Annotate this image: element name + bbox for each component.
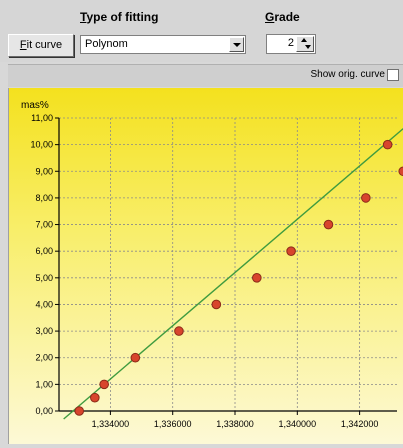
- show-orig-curve-checkbox[interactable]: [387, 69, 399, 81]
- fitting-type-select[interactable]: Polynom: [80, 35, 246, 54]
- fit-curve-button[interactable]: Fit curve: [8, 34, 74, 57]
- fit-curve-line: [63, 128, 403, 420]
- data-point: [99, 379, 109, 390]
- data-point: [90, 392, 100, 403]
- y-tick-label: 9,00: [35, 166, 53, 176]
- y-tick-label: 4,00: [35, 299, 53, 309]
- y-tick-label: 0,00: [35, 406, 53, 416]
- data-point: [74, 406, 85, 416]
- data-point: [382, 139, 393, 150]
- grade-stepper[interactable]: 2: [266, 34, 316, 54]
- chart-options-bar: Show orig. curve: [8, 64, 403, 87]
- y-tick-label: 6,00: [35, 246, 53, 256]
- grade-value: 2: [287, 37, 294, 49]
- y-tick-label: 3,00: [35, 326, 53, 336]
- fit-curve-label: it curve: [26, 39, 63, 51]
- fitting-toolbar: Type of fitting Grade Fit curve Polynom …: [0, 0, 403, 62]
- y-axis-label: mas%: [21, 100, 49, 111]
- y-tick-label: 7,00: [35, 220, 53, 230]
- data-point: [252, 273, 262, 283]
- y-tick-label: 10,00: [30, 140, 53, 150]
- x-tick-label: 1,336000: [154, 419, 192, 429]
- x-tick-label: 1,334000: [92, 419, 130, 429]
- y-tick-label: 2,00: [35, 353, 53, 363]
- y-tick-label: 11,00: [31, 113, 53, 123]
- data-point: [398, 166, 403, 177]
- grade-label: Grade: [265, 10, 300, 24]
- data-point: [174, 326, 184, 336]
- data-point: [361, 193, 371, 203]
- x-tick-label: 1,342000: [341, 419, 379, 429]
- type-of-fitting-label: Type of fitting: [80, 10, 158, 24]
- data-point: [211, 299, 222, 310]
- data-point: [286, 246, 296, 256]
- fitting-type-value: Polynom: [85, 38, 128, 50]
- calibration-chart: mas% 0,00 1,00 2,00 3,00 4,00 5,00 6,00 7,00 8,00…: [21, 100, 403, 429]
- y-tick-label: 5,00: [35, 273, 53, 283]
- y-tick-label: 1,00: [35, 379, 53, 389]
- grade-mnemonic: G: [265, 10, 275, 24]
- spin-arrows-icon[interactable]: [296, 36, 314, 52]
- chevron-down-icon[interactable]: [229, 37, 244, 52]
- type-of-fitting-label-text: ype of fitting: [86, 10, 159, 24]
- data-point: [323, 219, 334, 230]
- grade-label-text: rade: [274, 10, 300, 24]
- fit-curve-mnemonic: F: [19, 39, 27, 51]
- show-orig-curve-label: Show orig. curve: [310, 69, 385, 80]
- x-tick-label: 1,338000: [216, 419, 254, 429]
- data-point: [130, 352, 141, 363]
- chart-panel: mas% 0,00 1,00 2,00 3,00 4,00 5,00 6,00 7,00 8,00…: [8, 88, 403, 444]
- x-tick-label: 1,340000: [279, 419, 317, 429]
- type-of-fitting-mnemonic: T: [80, 10, 87, 24]
- y-tick-label: 8,00: [35, 193, 53, 203]
